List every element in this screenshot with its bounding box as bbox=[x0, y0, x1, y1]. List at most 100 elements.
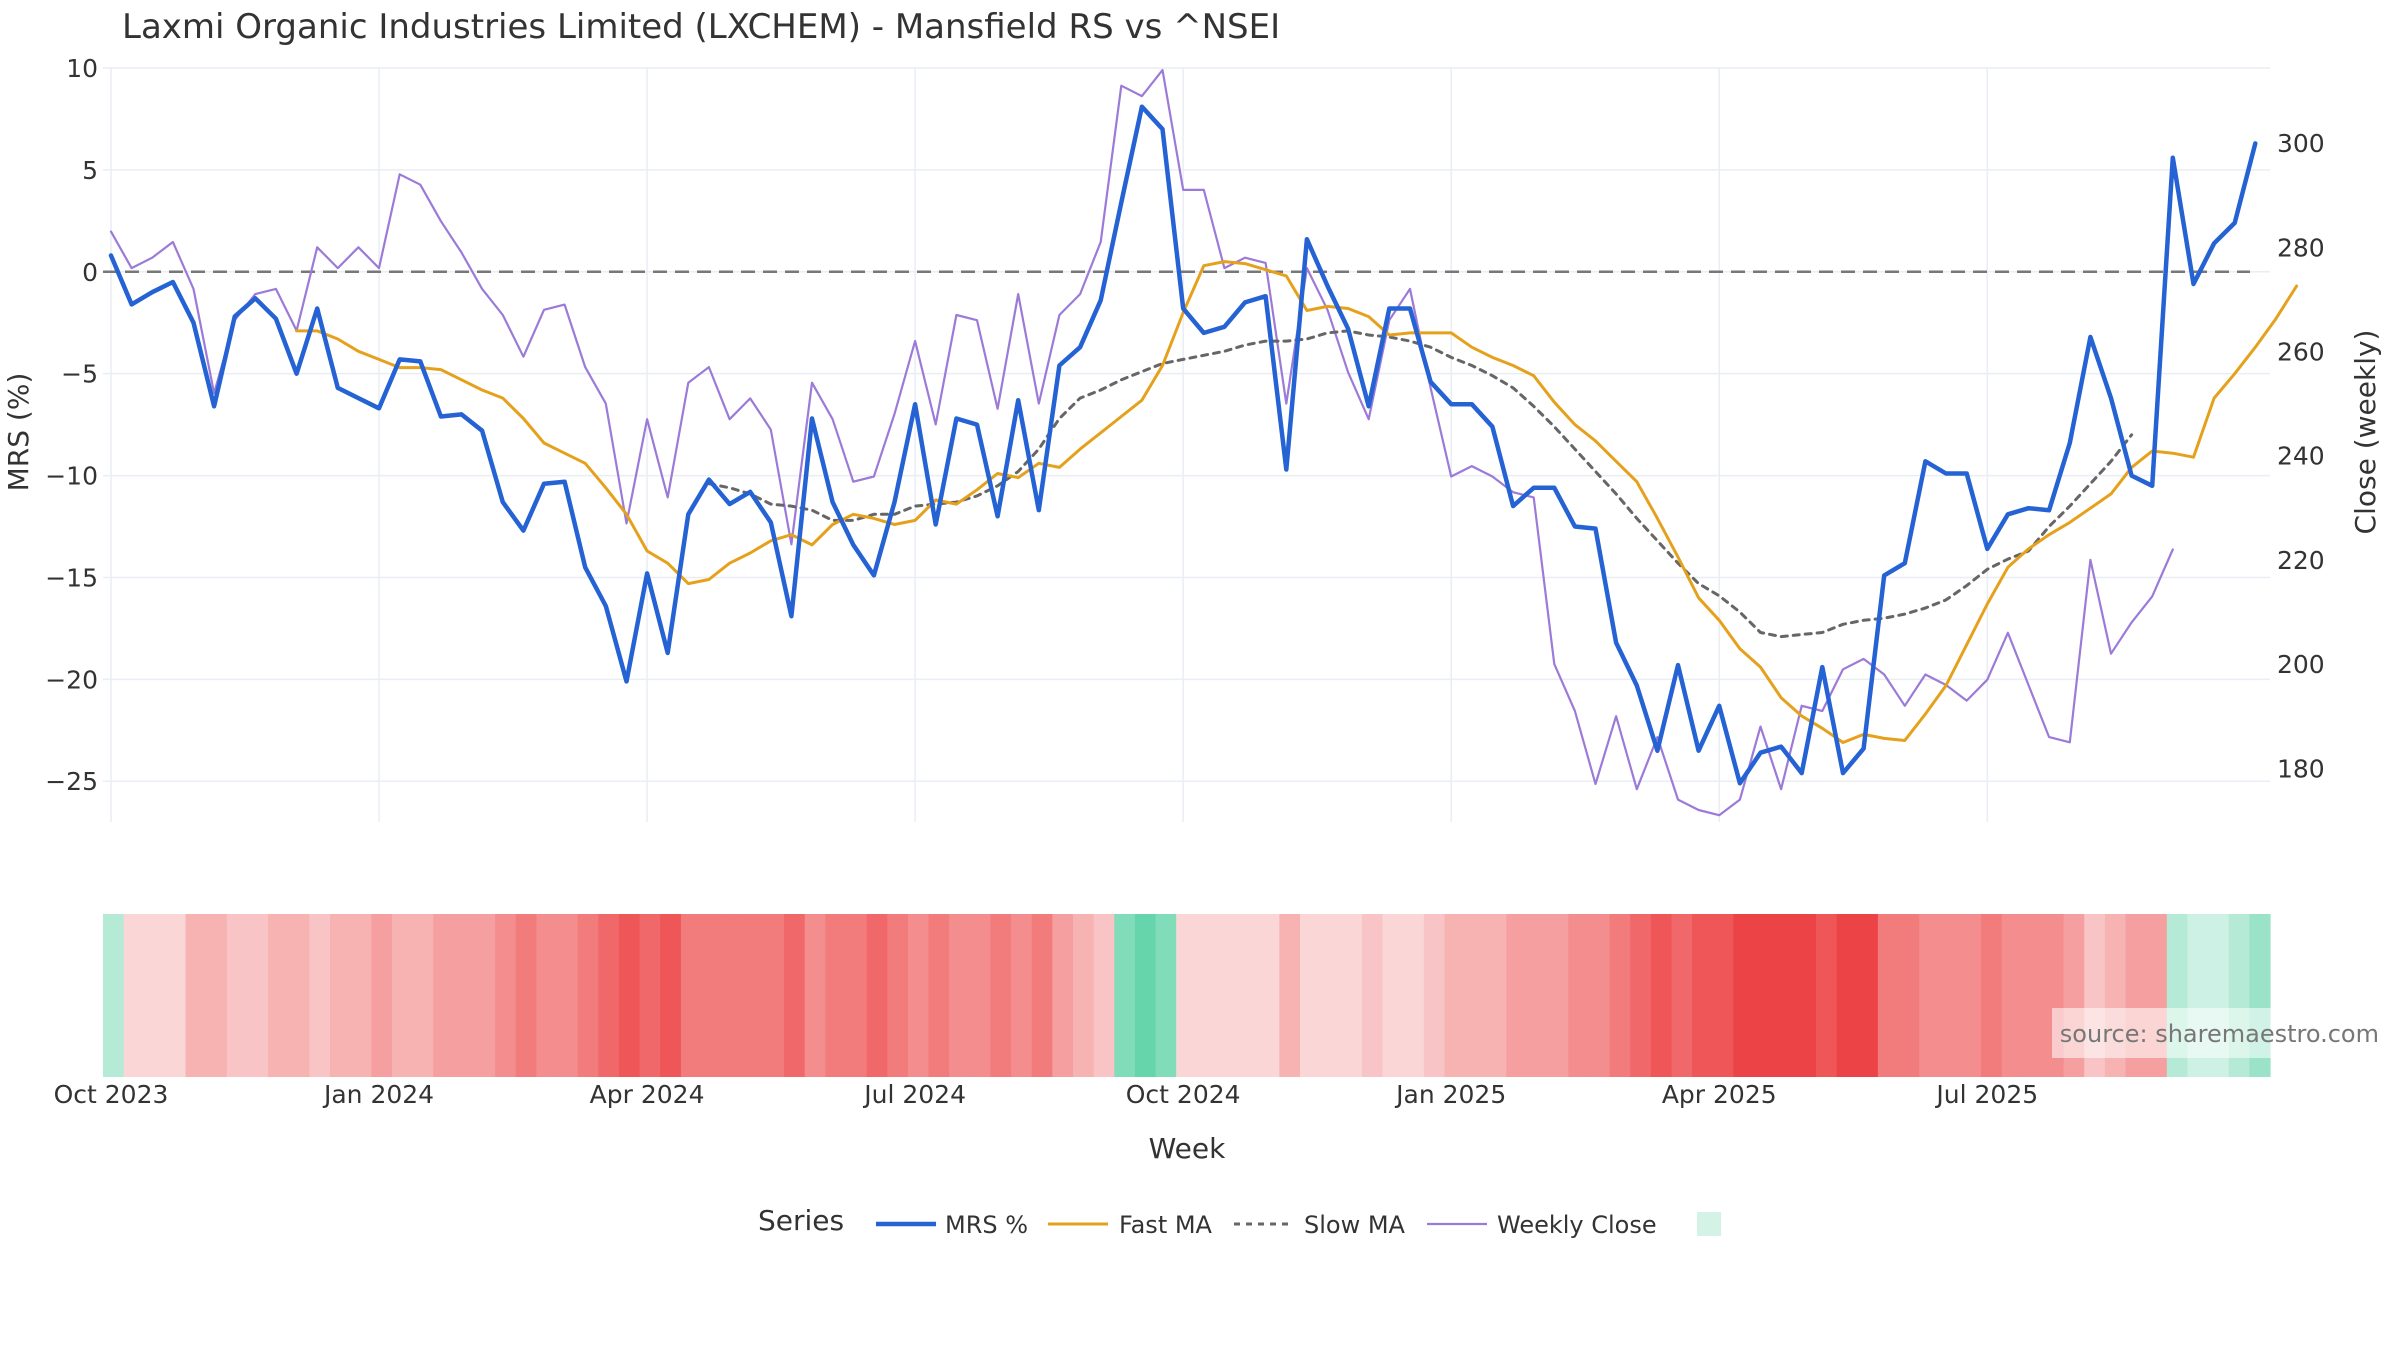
heat-cell bbox=[907, 914, 930, 1077]
source-text: source: sharemaestro.com bbox=[2060, 1020, 2379, 1048]
heat-cell bbox=[1217, 914, 1239, 1077]
heat-cell bbox=[1011, 914, 1033, 1077]
heat-cell bbox=[742, 914, 765, 1077]
heat-cell bbox=[701, 914, 723, 1077]
heat-cell bbox=[928, 914, 950, 1077]
heat-cell bbox=[722, 914, 744, 1077]
heat-cell bbox=[577, 914, 599, 1077]
heat-cell bbox=[763, 914, 785, 1077]
legend-title: Series bbox=[758, 1204, 844, 1237]
heat-cell bbox=[103, 914, 125, 1077]
heat-cell bbox=[123, 914, 145, 1077]
heat-cell bbox=[144, 914, 166, 1077]
heat-cell bbox=[1774, 914, 1796, 1077]
heat-cell bbox=[268, 914, 290, 1077]
right-tick-label: 200 bbox=[2277, 650, 2325, 679]
heat-cell bbox=[185, 914, 207, 1077]
heat-cell bbox=[536, 914, 558, 1077]
heat-cell bbox=[949, 914, 971, 1077]
x-tick-label: Oct 2023 bbox=[54, 1080, 169, 1109]
x-tick-label: Apr 2024 bbox=[590, 1080, 705, 1109]
heat-cell bbox=[1423, 914, 1446, 1077]
heat-cell bbox=[330, 914, 352, 1077]
heat-cell bbox=[1176, 914, 1198, 1077]
heat-cell bbox=[1506, 914, 1528, 1077]
heat-cell bbox=[845, 914, 868, 1077]
series-line-weekly-close bbox=[109, 68, 2174, 817]
heat-cell bbox=[206, 914, 228, 1077]
series-line-fast-ma bbox=[295, 260, 2299, 744]
heat-cell bbox=[1527, 914, 1549, 1077]
x-tick-label: Jan 2024 bbox=[322, 1080, 434, 1109]
heat-cell bbox=[1795, 914, 1817, 1077]
heat-cell bbox=[1403, 914, 1425, 1077]
source-watermark: source: sharemaestro.com bbox=[2052, 1008, 2384, 1058]
heat-cell bbox=[557, 914, 579, 1077]
heat-cell bbox=[309, 914, 331, 1077]
heat-cell bbox=[1754, 914, 1776, 1077]
heat-cell bbox=[391, 914, 414, 1077]
heat-cell bbox=[1939, 914, 1962, 1077]
left-axis-title: MRS (%) bbox=[2, 373, 35, 492]
heat-cell bbox=[1857, 914, 1879, 1077]
heat-cell bbox=[247, 914, 269, 1077]
x-tick-label: Oct 2024 bbox=[1126, 1080, 1241, 1109]
heat-cell bbox=[1258, 914, 1280, 1077]
right-tick-label: 240 bbox=[2277, 442, 2325, 471]
left-tick-label: −10 bbox=[45, 462, 98, 491]
heat-cell bbox=[474, 914, 496, 1077]
series-layer bbox=[108, 68, 2299, 817]
left-tick-label: −15 bbox=[45, 563, 98, 592]
legend-label: Fast MA bbox=[1119, 1211, 1213, 1239]
heat-cell bbox=[1630, 914, 1652, 1077]
right-tick-label: 260 bbox=[2277, 337, 2325, 366]
heat-cell bbox=[784, 914, 806, 1077]
left-tick-label: −25 bbox=[45, 767, 98, 796]
left-tick-label: 5 bbox=[82, 156, 98, 185]
heat-cell bbox=[969, 914, 992, 1077]
x-tick-label: Jul 2025 bbox=[1934, 1080, 2038, 1109]
heat-cell bbox=[804, 914, 826, 1077]
x-axis-ticks: Oct 2023 Jan 2024 Apr 2024 Jul 2024 Oct 2024… bbox=[54, 1080, 2039, 1109]
left-tick-label: 10 bbox=[66, 54, 98, 83]
legend-label: Weekly Close bbox=[1497, 1211, 1657, 1239]
left-tick-label: −5 bbox=[61, 360, 98, 389]
x-tick-label: Jul 2024 bbox=[862, 1080, 966, 1109]
right-axis-ticks: 300 280 260 240 220 200 180 bbox=[2277, 129, 2325, 783]
heat-cell bbox=[412, 914, 434, 1077]
heat-cell bbox=[453, 914, 476, 1077]
x-axis-title: Week bbox=[1149, 1132, 1226, 1165]
heat-cell bbox=[495, 914, 517, 1077]
legend-label: Slow MA bbox=[1304, 1211, 1406, 1239]
heat-cell bbox=[1877, 914, 1900, 1077]
heat-cell bbox=[1361, 914, 1384, 1077]
heat-cell bbox=[1671, 914, 1693, 1077]
heat-cell bbox=[433, 914, 455, 1077]
heat-cell bbox=[825, 914, 847, 1077]
heat-cell bbox=[288, 914, 310, 1077]
legend-label: MRS % bbox=[945, 1211, 1028, 1239]
heat-cell bbox=[1465, 914, 1487, 1077]
heatmap-strip bbox=[103, 914, 2271, 1077]
heat-cell bbox=[1733, 914, 1755, 1077]
left-tick-label: −20 bbox=[45, 665, 98, 694]
heat-cell bbox=[1836, 914, 1858, 1077]
heat-cell bbox=[1485, 914, 1507, 1077]
heat-cell bbox=[371, 914, 393, 1077]
heat-cell bbox=[1279, 914, 1301, 1077]
gridlines bbox=[103, 67, 2270, 822]
x-tick-label: Jan 2025 bbox=[1394, 1080, 1506, 1109]
heat-cell bbox=[1382, 914, 1404, 1077]
heat-cell bbox=[1568, 914, 1590, 1077]
heat-cell bbox=[660, 914, 682, 1077]
heat-cell bbox=[1609, 914, 1631, 1077]
heat-cell bbox=[1134, 914, 1157, 1077]
heat-cell bbox=[598, 914, 620, 1077]
heat-cell bbox=[618, 914, 641, 1077]
left-tick-label: 0 bbox=[82, 258, 98, 287]
heat-cell bbox=[866, 914, 888, 1077]
heat-cell bbox=[1547, 914, 1569, 1077]
heat-cell bbox=[1444, 914, 1466, 1077]
heat-cell bbox=[515, 914, 537, 1077]
x-tick-label: Apr 2025 bbox=[1662, 1080, 1777, 1109]
